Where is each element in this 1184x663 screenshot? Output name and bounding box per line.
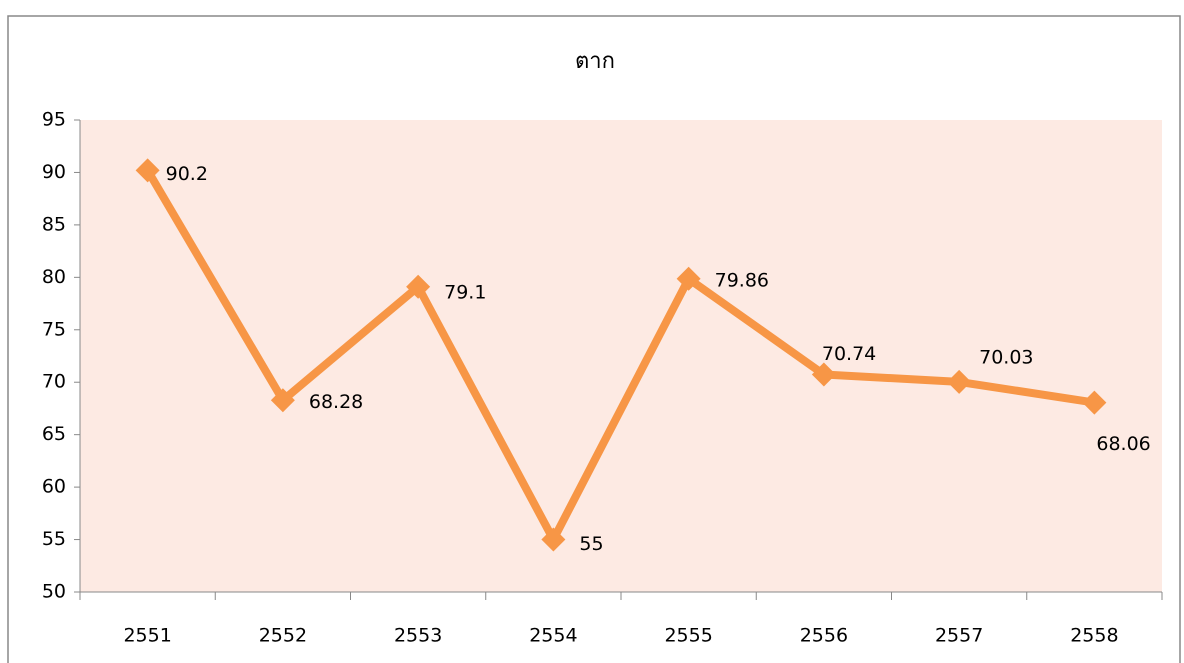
x-tick-label: 2556: [800, 625, 848, 647]
x-tick-label: 2554: [529, 625, 577, 647]
data-label: 70.74: [822, 343, 876, 365]
data-label: 68.28: [309, 391, 363, 413]
y-tick-label: 50: [42, 581, 66, 603]
x-tick-label: 2551: [123, 625, 171, 647]
data-label: 70.03: [979, 346, 1033, 368]
chart: ตาก 50 55 60 65 70 75 80 85 90 95 2551 2552 2553 2554…: [0, 0, 1184, 663]
data-label: 79.1: [444, 281, 486, 303]
data-label: 90.2: [166, 163, 208, 185]
data-label: 68.06: [1096, 433, 1150, 455]
y-tick-label: 80: [42, 266, 66, 288]
x-tick-label: 2552: [259, 625, 307, 647]
y-tick-label: 55: [42, 528, 66, 550]
y-tick-label: 70: [42, 371, 66, 393]
data-label: 79.86: [715, 269, 769, 291]
y-tick-label: 90: [42, 161, 66, 183]
x-tick-label: 2558: [1070, 625, 1118, 647]
x-tick-label: 2553: [394, 625, 442, 647]
x-tick-label: 2557: [935, 625, 983, 647]
y-tick-label: 85: [42, 213, 66, 235]
data-label: 55: [579, 533, 603, 555]
x-tick-label: 2555: [664, 625, 712, 647]
y-tick-label: 65: [42, 423, 66, 445]
y-tick-label: 75: [42, 318, 66, 340]
y-tick-label: 95: [42, 109, 66, 131]
chart-title: ตาก: [575, 49, 615, 74]
y-tick-label: 60: [42, 476, 66, 498]
